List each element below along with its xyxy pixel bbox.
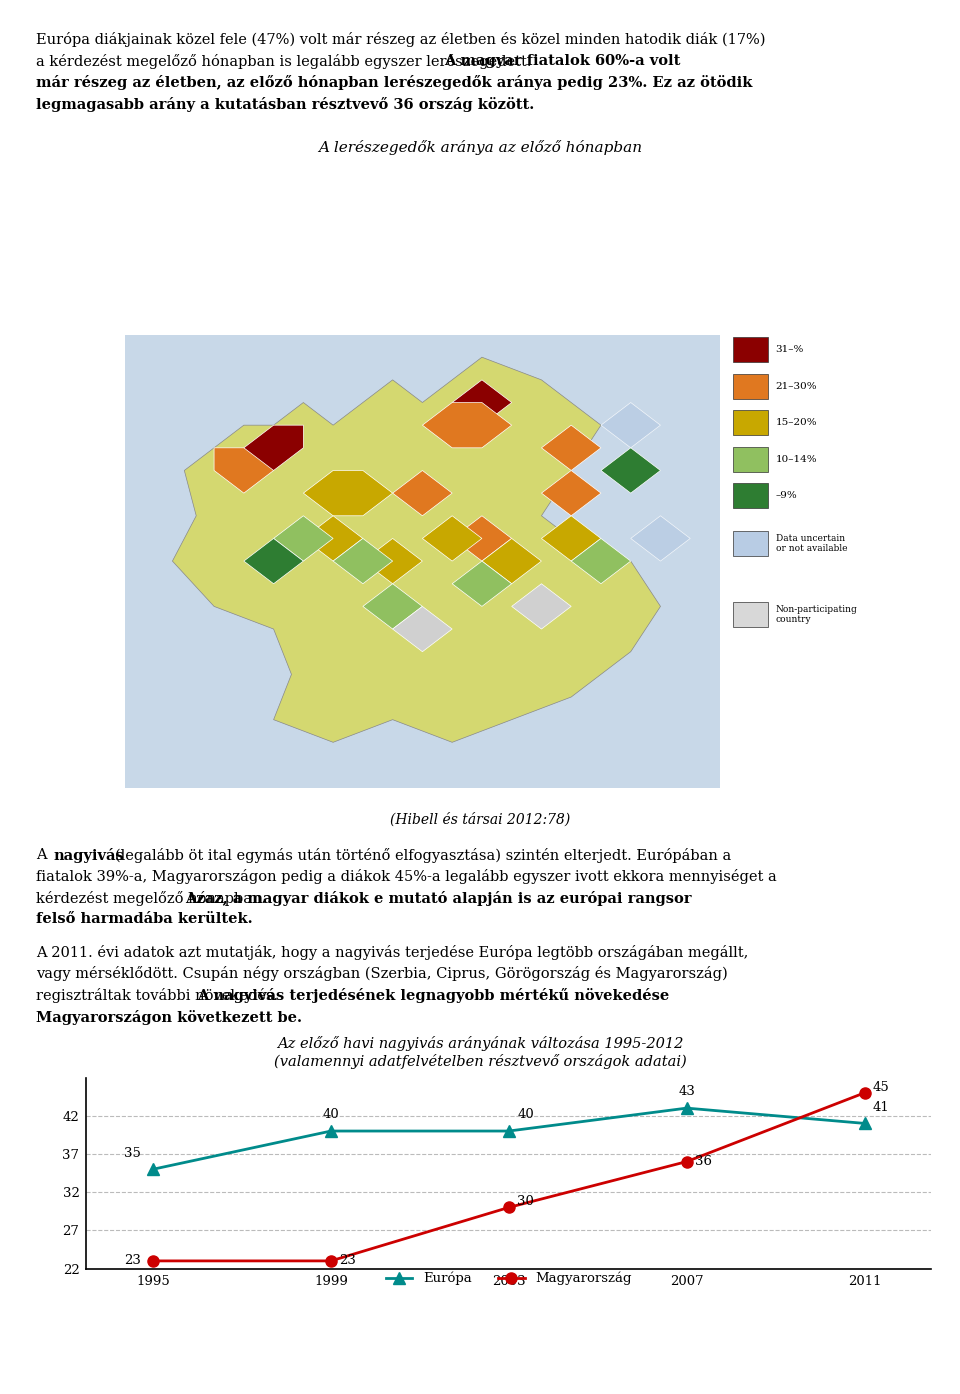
Polygon shape	[393, 470, 452, 516]
Text: Magyarországon következett be.: Magyarországon következett be.	[36, 1009, 302, 1025]
Text: Azaz, a magyar diákok e mutató alapján is az európai rangsor: Azaz, a magyar diákok e mutató alapján i…	[185, 891, 692, 906]
Text: 10–14%: 10–14%	[776, 454, 817, 464]
Bar	[733, 484, 768, 507]
Polygon shape	[541, 516, 601, 560]
Polygon shape	[601, 447, 660, 493]
Text: Az előző havi nagyivás arányának változása 1995-2012: Az előző havi nagyivás arányának változá…	[276, 1036, 684, 1051]
Text: (valamennyi adatfelvételben résztvevő országok adatai): (valamennyi adatfelvételben résztvevő or…	[274, 1054, 686, 1069]
Text: a kérdezést megelőző hónapban is legalább egyszer lerészegedett.: a kérdezést megelőző hónapban is legaláb…	[36, 53, 537, 68]
Polygon shape	[512, 584, 571, 629]
Text: 41: 41	[873, 1101, 890, 1114]
Polygon shape	[274, 516, 333, 560]
Polygon shape	[363, 584, 422, 629]
Text: 43: 43	[678, 1086, 695, 1098]
Polygon shape	[393, 606, 452, 651]
Text: A magyar fiatalok 60%-a volt: A magyar fiatalok 60%-a volt	[444, 53, 681, 68]
Text: (legalább öt ital egymás után történő elfogyasztása) szintén elterjedt. Európába: (legalább öt ital egymás után történő el…	[115, 848, 732, 863]
Bar	[733, 337, 768, 362]
Polygon shape	[173, 357, 660, 742]
Text: 23: 23	[124, 1255, 141, 1267]
Text: 40: 40	[323, 1108, 339, 1121]
Text: A nagyivás terjedésének legnagyobb mértékű növekedése: A nagyivás terjedésének legnagyobb mérté…	[197, 988, 669, 1004]
Bar	[733, 446, 768, 471]
Polygon shape	[541, 425, 601, 470]
Legend: Európa, Magyarország: Európa, Magyarország	[381, 1267, 636, 1291]
Text: A lerészegedők aránya az előző hónapban: A lerészegedők aránya az előző hónapban	[318, 139, 642, 155]
Polygon shape	[422, 403, 512, 447]
Text: –9%: –9%	[776, 491, 798, 500]
Polygon shape	[571, 538, 631, 584]
Text: nagyivás: nagyivás	[54, 848, 125, 863]
Polygon shape	[333, 538, 393, 584]
Polygon shape	[244, 538, 303, 584]
Text: (Hibell és társai 2012:78): (Hibell és társai 2012:78)	[390, 813, 570, 827]
Bar	[733, 374, 768, 399]
Polygon shape	[363, 538, 422, 584]
Polygon shape	[601, 403, 660, 447]
Polygon shape	[214, 447, 274, 493]
Text: 23: 23	[339, 1255, 356, 1267]
Bar	[733, 531, 768, 556]
Bar	[733, 410, 768, 435]
Text: 21–30%: 21–30%	[776, 382, 817, 390]
Text: Non-participating
country: Non-participating country	[776, 605, 857, 625]
Text: felső harmadába kerültek.: felső harmadába kerültek.	[36, 913, 253, 927]
Text: A: A	[36, 848, 52, 861]
Polygon shape	[452, 516, 512, 560]
Text: 45: 45	[873, 1080, 890, 1094]
Text: kérdezést megelőző hónapban.: kérdezést megelőző hónapban.	[36, 891, 272, 906]
Polygon shape	[482, 538, 541, 584]
Text: 30: 30	[517, 1196, 534, 1209]
Text: Data uncertain
or not available: Data uncertain or not available	[776, 534, 847, 553]
Text: 15–20%: 15–20%	[776, 418, 817, 427]
Polygon shape	[541, 470, 601, 516]
Polygon shape	[452, 379, 512, 425]
Text: fiatalok 39%-a, Magyarországon pedig a diákok 45%-a legalább egyszer ivott ekkor: fiatalok 39%-a, Magyarországon pedig a d…	[36, 870, 778, 884]
Polygon shape	[452, 560, 512, 606]
Bar	[733, 602, 768, 627]
Polygon shape	[422, 516, 482, 560]
Polygon shape	[303, 516, 363, 560]
Polygon shape	[244, 425, 303, 470]
Text: A 2011. évi adatok azt mutatják, hogy a nagyivás terjedése Európa legtöbb ország: A 2011. évi adatok azt mutatják, hogy a …	[36, 945, 749, 960]
Text: legmagasabb arány a kutatásban résztvevő 36 ország között.: legmagasabb arány a kutatásban résztvevő…	[36, 98, 535, 112]
Text: regisztráltak további növekedés.: regisztráltak további növekedés.	[36, 988, 283, 1004]
Polygon shape	[303, 470, 393, 516]
Text: már részeg az életben, az előző hónapban lerészegedők aránya pedig 23%. Ez az öt: már részeg az életben, az előző hónapban…	[36, 75, 753, 91]
Text: vagy mérséklődött. Csupán négy országban (Szerbia, Ciprus, Görögország és Magyar: vagy mérséklődött. Csupán négy országban…	[36, 966, 729, 981]
Text: 36: 36	[695, 1156, 711, 1168]
Text: 40: 40	[517, 1108, 534, 1121]
Polygon shape	[631, 516, 690, 560]
Text: Európa diákjainak közel fele (47%) volt már részeg az életben és közel minden ha: Európa diákjainak közel fele (47%) volt …	[36, 32, 766, 47]
Text: 35: 35	[124, 1146, 141, 1160]
Text: 31–%: 31–%	[776, 346, 804, 354]
